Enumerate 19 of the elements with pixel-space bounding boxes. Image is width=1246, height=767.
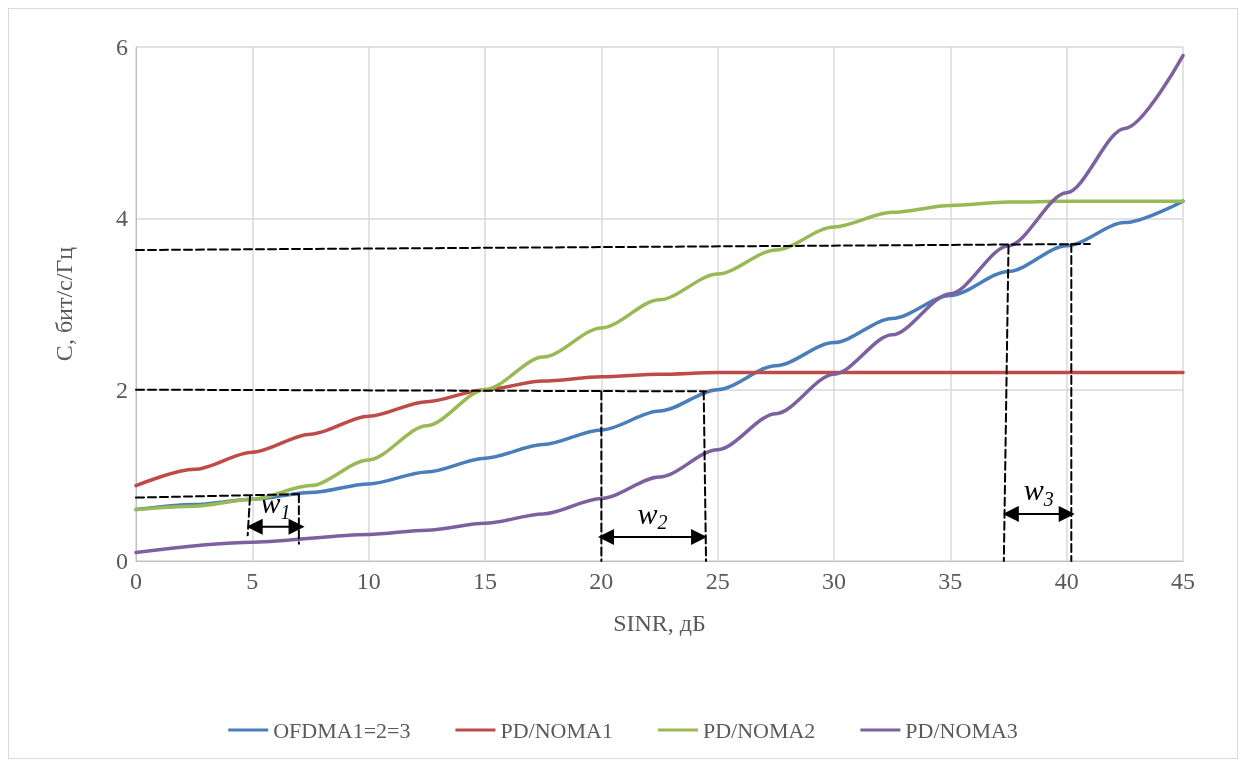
y-tick-label: 4 — [116, 205, 128, 232]
y-tick-label: 0 — [116, 548, 128, 574]
x-tick-label: 45 — [1171, 568, 1195, 594]
x-tick-label: 30 — [822, 568, 846, 594]
x-tick-label: 20 — [589, 568, 614, 594]
x-tick-label: 10 — [356, 568, 381, 594]
y-axis-title: C, бит/с/Гц — [51, 246, 77, 362]
x-tick-label: 5 — [246, 568, 259, 594]
y-tick-label: 6 — [116, 34, 128, 60]
legend-label: PD/NOMA1 — [500, 717, 613, 743]
x-tick-label: 15 — [473, 568, 497, 594]
x-tick-label: 25 — [705, 568, 730, 594]
legend-label: PD/NOMA2 — [702, 717, 816, 743]
x-tick-label: 40 — [1054, 568, 1079, 594]
x-tick-label: 35 — [938, 568, 963, 594]
x-axis-title: SINR, дБ — [613, 610, 706, 636]
y-tick-label: 2 — [116, 376, 128, 403]
legend-label: PD/NOMA3 — [905, 717, 1018, 743]
legend-label: OFDMA1=2=3 — [273, 717, 411, 743]
